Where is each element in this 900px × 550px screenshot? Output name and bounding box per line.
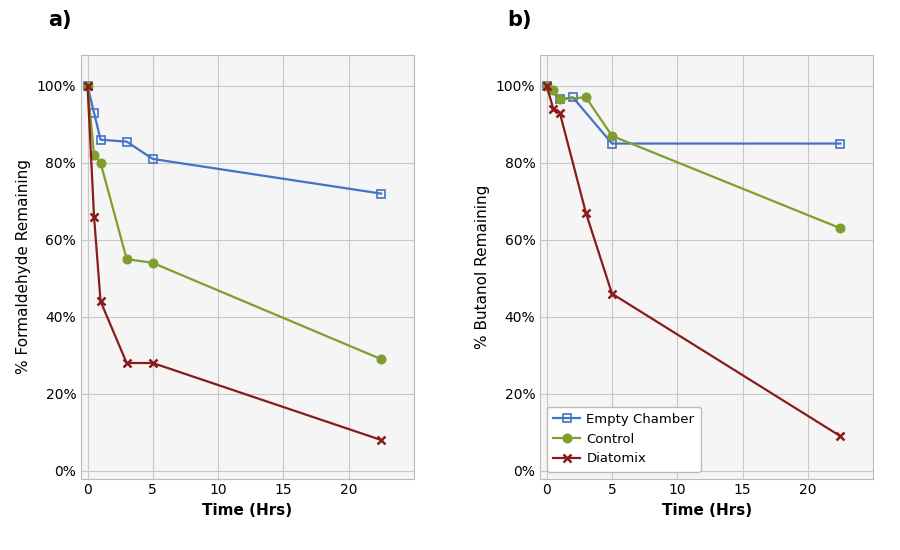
Control [542, 82, 553, 89]
Control [375, 356, 386, 362]
Line: Diatomix: Diatomix [84, 81, 385, 444]
Y-axis label: % Butanol Remaining: % Butanol Remaining [475, 185, 491, 349]
X-axis label: Time (Hrs): Time (Hrs) [662, 503, 752, 518]
Diatomix [580, 210, 591, 216]
X-axis label: Time (Hrs): Time (Hrs) [202, 503, 292, 518]
Legend: Empty Chamber, Control, Diatomix: Empty Chamber, Control, Diatomix [547, 406, 701, 472]
Empty Chamber [607, 140, 617, 147]
Control [607, 133, 617, 139]
Control [835, 225, 846, 232]
Empty Chamber [148, 156, 158, 162]
Text: a): a) [48, 9, 71, 30]
Control [548, 86, 559, 93]
Control [580, 94, 591, 101]
Line: Empty Chamber: Empty Chamber [543, 81, 844, 148]
Diatomix [542, 82, 553, 89]
Line: Empty Chamber: Empty Chamber [84, 81, 385, 198]
Diatomix [148, 360, 158, 366]
Empty Chamber [542, 82, 553, 89]
Control [82, 82, 93, 89]
Diatomix [607, 290, 617, 297]
Empty Chamber [375, 190, 386, 197]
Control [88, 152, 99, 158]
Diatomix [554, 109, 565, 116]
Line: Diatomix: Diatomix [543, 81, 844, 441]
Control [554, 96, 565, 103]
Empty Chamber [88, 109, 99, 116]
Line: Control: Control [84, 81, 385, 364]
Empty Chamber [122, 138, 132, 145]
Diatomix [375, 437, 386, 443]
Line: Control: Control [543, 81, 844, 233]
Empty Chamber [835, 140, 846, 147]
Diatomix [95, 298, 106, 305]
Diatomix [835, 433, 846, 439]
Control [122, 256, 132, 262]
Diatomix [122, 360, 132, 366]
Y-axis label: % Formaldehyde Remaining: % Formaldehyde Remaining [16, 160, 32, 374]
Diatomix [82, 82, 93, 89]
Empty Chamber [95, 136, 106, 143]
Diatomix [88, 213, 99, 220]
Empty Chamber [554, 96, 565, 103]
Diatomix [548, 106, 559, 112]
Empty Chamber [568, 94, 579, 101]
Control [148, 260, 158, 266]
Control [95, 160, 106, 166]
Text: b): b) [507, 9, 531, 30]
Empty Chamber [82, 82, 93, 89]
